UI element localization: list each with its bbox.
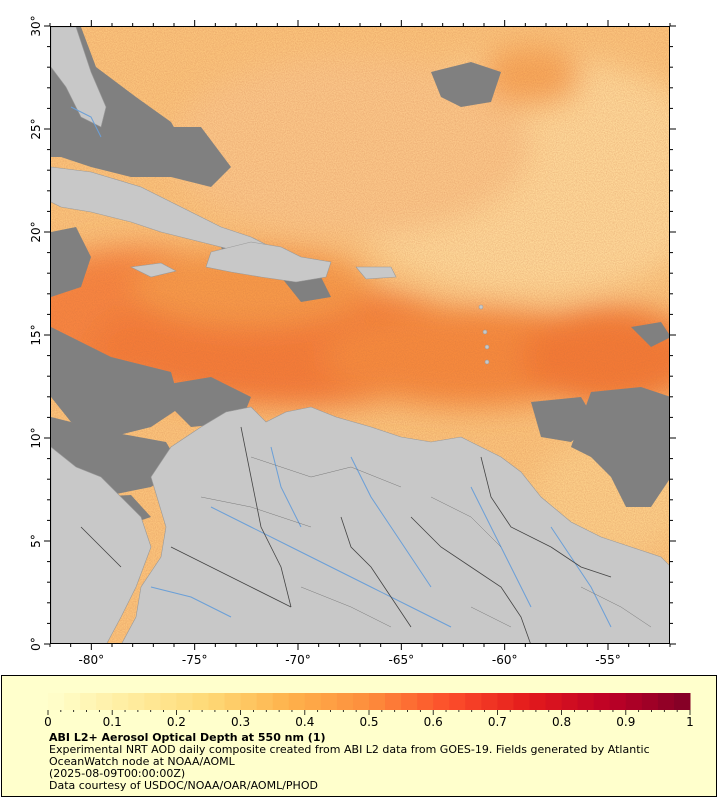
colorbar-cell <box>320 693 338 710</box>
colorbar-cell <box>96 693 113 710</box>
colorbar-cell <box>673 693 691 710</box>
colorbar-cell <box>112 693 129 710</box>
colorbar-cell <box>352 693 370 710</box>
colorbar-cell <box>641 693 659 710</box>
legend-line-4: Data courtesy of USDOC/NOAA/OAR/AOML/PHO… <box>49 779 318 792</box>
colorbar-tick-label: 0.9 <box>616 715 635 729</box>
colorbar-cells <box>48 693 691 710</box>
colorbar-cell <box>513 693 530 710</box>
legend-line-1: Experimental NRT AOD daily composite cre… <box>49 743 650 756</box>
map-panel[interactable] <box>50 26 670 644</box>
colorbar-cell <box>64 693 81 710</box>
colorbar-cell <box>128 693 145 710</box>
y-tick-label: 15° <box>29 324 43 345</box>
colorbar-cell <box>433 693 450 710</box>
colorbar-cell <box>545 693 563 710</box>
colorbar-cell <box>288 693 306 710</box>
colorbar-cell <box>80 693 97 710</box>
legend-line-3: (2025-08-09T00:00:00Z) <box>49 767 186 780</box>
colorbar-cell <box>336 693 354 710</box>
colorbar-tick-label: 0.3 <box>231 715 250 729</box>
y-tick-label: 30° <box>29 15 43 36</box>
colorbar-cell <box>176 693 193 710</box>
colorbar-cell <box>593 693 611 710</box>
colorbar-cell <box>208 693 226 710</box>
colorbar-tick-label: 0.6 <box>424 715 443 729</box>
colorbar-cell <box>192 693 209 710</box>
colorbar-cell <box>401 693 418 710</box>
colorbar-cell <box>465 693 482 710</box>
colorbar-tick-label: 0.2 <box>167 715 186 729</box>
colorbar-tick-label: 0.4 <box>295 715 314 729</box>
colorbar-cell <box>160 693 177 710</box>
x-tick-label: -70° <box>285 653 311 667</box>
x-axis: -80° -75° -70° -65° -60° -55° <box>49 20 671 667</box>
legend-text: ABI L2+ Aerosol Optical Depth at 550 nm … <box>49 732 709 792</box>
x-tick-label: -65° <box>389 653 415 667</box>
colorbar-ticks: 0 0.1 0.2 0.3 0.4 0.5 0.6 0.7 0.8 0.9 1 <box>44 710 694 729</box>
aod-map <box>51 27 669 643</box>
legend-title: ABI L2+ Aerosol Optical Depth at 550 nm … <box>49 731 326 744</box>
colorbar-cell <box>256 693 274 710</box>
colorbar-tick-label: 0.7 <box>488 715 507 729</box>
x-tick-label: -60° <box>492 653 518 667</box>
colorbar-cell <box>625 693 643 710</box>
colorbar-cell <box>657 693 675 710</box>
colorbar-cell <box>529 693 547 710</box>
colorbar-cell <box>497 693 514 710</box>
colorbar-tick-label: 0.5 <box>359 715 378 729</box>
colorbar-tick-label: 0 <box>44 715 52 729</box>
admin-borders <box>200 456 652 628</box>
colorbar-tick-label: 1 <box>686 715 694 729</box>
colorbar-cell <box>224 693 242 710</box>
country-borders <box>80 426 612 643</box>
x-tick-label: -55° <box>595 653 621 667</box>
y-tick-label: 20° <box>29 221 43 242</box>
y-tick-label: 25° <box>29 118 43 139</box>
y-tick-label: 0° <box>29 637 43 651</box>
colorbar-tick-label: 0.8 <box>552 715 571 729</box>
colorbar-cell <box>449 693 466 710</box>
colorbar-cell <box>240 693 258 710</box>
colorbar-cell <box>48 693 65 710</box>
land-areas <box>51 27 669 643</box>
legend-line-2: OceanWatch node at NOAA/AOML <box>49 755 235 768</box>
y-tick-label: 10° <box>29 427 43 448</box>
y-axis: 0° 5° 10° 15° 20° 25° 30° <box>29 15 676 651</box>
x-tick-label: -75° <box>182 653 208 667</box>
y-tick-label: 5° <box>29 534 43 548</box>
colorbar-cell <box>561 693 579 710</box>
colorbar-cell <box>272 693 290 710</box>
colorbar: 0 0.1 0.2 0.3 0.4 0.5 0.6 0.7 0.8 0.9 1 <box>44 693 694 729</box>
colorbar-cell <box>144 693 161 710</box>
colorbar-cell <box>417 693 434 710</box>
colorbar-cell <box>577 693 595 710</box>
colorbar-cell <box>385 693 402 710</box>
x-tick-label: -80° <box>79 653 105 667</box>
rivers <box>70 106 612 628</box>
map-axes: -80° -75° -70° -65° -60° -55° 0° 5° 10° 15° 20° 25… <box>29 15 676 667</box>
colorbar-tick-label: 0.1 <box>103 715 122 729</box>
colorbar-cell <box>369 693 386 710</box>
colorbar-cell <box>481 693 498 710</box>
colorbar-cell <box>304 693 322 710</box>
colorbar-cell <box>609 693 627 710</box>
legend-box: 0 0.1 0.2 0.3 0.4 0.5 0.6 0.7 0.8 0.9 1 ABI L2+ Ae… <box>1 675 717 797</box>
